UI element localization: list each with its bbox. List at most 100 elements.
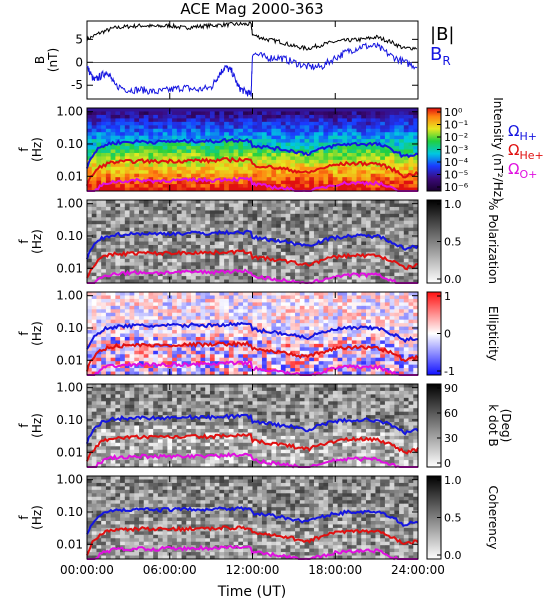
spectrogram-cell: [120, 371, 126, 376]
spectrogram-cell: [186, 111, 192, 116]
spectrogram-cell: [176, 350, 182, 355]
spectrogram-cell: [181, 295, 187, 300]
spectrogram-cell: [261, 312, 268, 317]
spectrogram-cell: [342, 210, 348, 215]
spectrogram-cell: [124, 132, 130, 137]
spectrogram-cell: [87, 298, 93, 303]
spectrogram-cell: [219, 258, 225, 263]
spectrogram-cell: [280, 210, 286, 215]
spectrogram-cell: [139, 272, 145, 277]
spectrogram-cell: [332, 319, 339, 324]
spectrogram-cell: [299, 224, 305, 229]
spectrogram-cell: [380, 319, 386, 324]
spectrogram-cell: [408, 132, 414, 137]
spectrogram-cell: [91, 357, 97, 362]
spectrogram-cell: [101, 255, 107, 260]
spectrogram-cell: [191, 343, 197, 348]
spectrogram-cell: [280, 262, 286, 267]
spectrogram-cell: [271, 173, 277, 178]
spectrogram-cell: [148, 227, 154, 232]
spectrogram-cell: [124, 118, 130, 123]
spectrogram-cell: [370, 200, 376, 204]
spectrogram-cell: [153, 203, 159, 208]
spectrogram-cell: [228, 312, 234, 317]
spectrogram-cell: [228, 234, 234, 239]
spectrogram-cell: [115, 305, 121, 310]
spectrogram-cell: [394, 238, 400, 242]
spectrogram-cell: [347, 121, 353, 126]
spectrogram-cell: [214, 152, 220, 157]
spectrogram-cell: [186, 206, 192, 211]
spectrogram-cell: [238, 361, 244, 366]
spectrogram-cell: [233, 184, 239, 188]
spectrogram-cell: [224, 184, 230, 188]
spectrogram-cell: [361, 210, 367, 215]
spectrogram-cell: [252, 340, 258, 345]
spectrogram-cell: [148, 234, 154, 239]
spectrogram-cell: [318, 255, 324, 260]
spectrogram-cell: [115, 108, 121, 112]
spectrogram-cell: [120, 210, 126, 215]
spectrogram-cell: [195, 279, 201, 284]
spectrogram-cell: [134, 354, 140, 359]
spectrogram-cell: [134, 302, 140, 307]
spectrogram-cell: [342, 121, 348, 126]
spectrogram-cell: [110, 312, 116, 317]
spectrogram-cell: [148, 184, 154, 188]
spectrogram-cell: [361, 149, 367, 154]
spectrogram-cell: [328, 265, 334, 270]
spectrogram-cell: [356, 224, 362, 229]
spectrogram-cell: [148, 265, 154, 270]
spectrogram-cell: [252, 364, 258, 369]
spectrogram-cell: [233, 114, 239, 119]
spectrogram-cell: [101, 276, 107, 280]
spectrogram-cell: [129, 227, 135, 232]
spectrogram-cell: [96, 357, 102, 362]
spectrogram-cell: [101, 343, 107, 348]
spectrogram-cell: [205, 258, 211, 263]
spectrogram-cell: [276, 173, 282, 178]
spectrogram-cell: [252, 125, 258, 130]
spectrogram-cell: [219, 166, 225, 171]
spectrogram-cell: [413, 213, 419, 218]
spectrogram-cell: [186, 350, 192, 355]
spectrogram-cell: [134, 132, 140, 137]
spectrogram-cell: [110, 248, 116, 253]
spectrogram-cell: [200, 170, 206, 175]
spectrogram-cell: [351, 251, 357, 256]
spectrogram-cell: [195, 265, 201, 270]
spectrogram-cell: [110, 156, 116, 161]
spectrogram-cell: [328, 166, 334, 171]
spectrogram-cell: [96, 323, 102, 327]
spectrogram-cell: [243, 258, 249, 263]
spectrogram-cell: [87, 330, 93, 334]
spectrogram-cell: [318, 347, 324, 352]
spectrogram-cell: [101, 354, 107, 359]
spectrogram-cell: [389, 108, 395, 112]
spectrogram-cell: [261, 333, 268, 338]
spectrogram-cell: [337, 238, 343, 242]
spectrogram-cell: [181, 272, 187, 277]
spectrogram-cell: [309, 184, 315, 188]
spectrogram-cell: [115, 213, 121, 218]
spectrogram-cell: [356, 231, 362, 235]
spectrogram-cell: [313, 298, 320, 303]
spectrogram-cell: [205, 166, 211, 171]
series-line-br: [86, 41, 418, 97]
spectrogram-cell: [370, 343, 376, 348]
spectrogram-cell: [186, 132, 192, 137]
spectrogram-cell: [120, 128, 126, 133]
spectrogram-cell: [233, 272, 239, 277]
spectrogram-cell: [148, 111, 154, 116]
spectrogram-cell: [172, 200, 178, 204]
spectrogram-cell: [195, 149, 201, 154]
spectrogram-cell: [337, 368, 343, 372]
spectrogram-cell: [105, 333, 112, 338]
spectrogram-cell: [157, 187, 164, 192]
spectrogram-cell: [101, 357, 107, 362]
spectrogram-cell: [403, 163, 409, 168]
spectrogram-cell: [200, 305, 206, 310]
spectrogram-cell: [394, 231, 400, 235]
spectrogram-cell: [214, 272, 220, 277]
spectrogram-cell: [342, 108, 348, 112]
